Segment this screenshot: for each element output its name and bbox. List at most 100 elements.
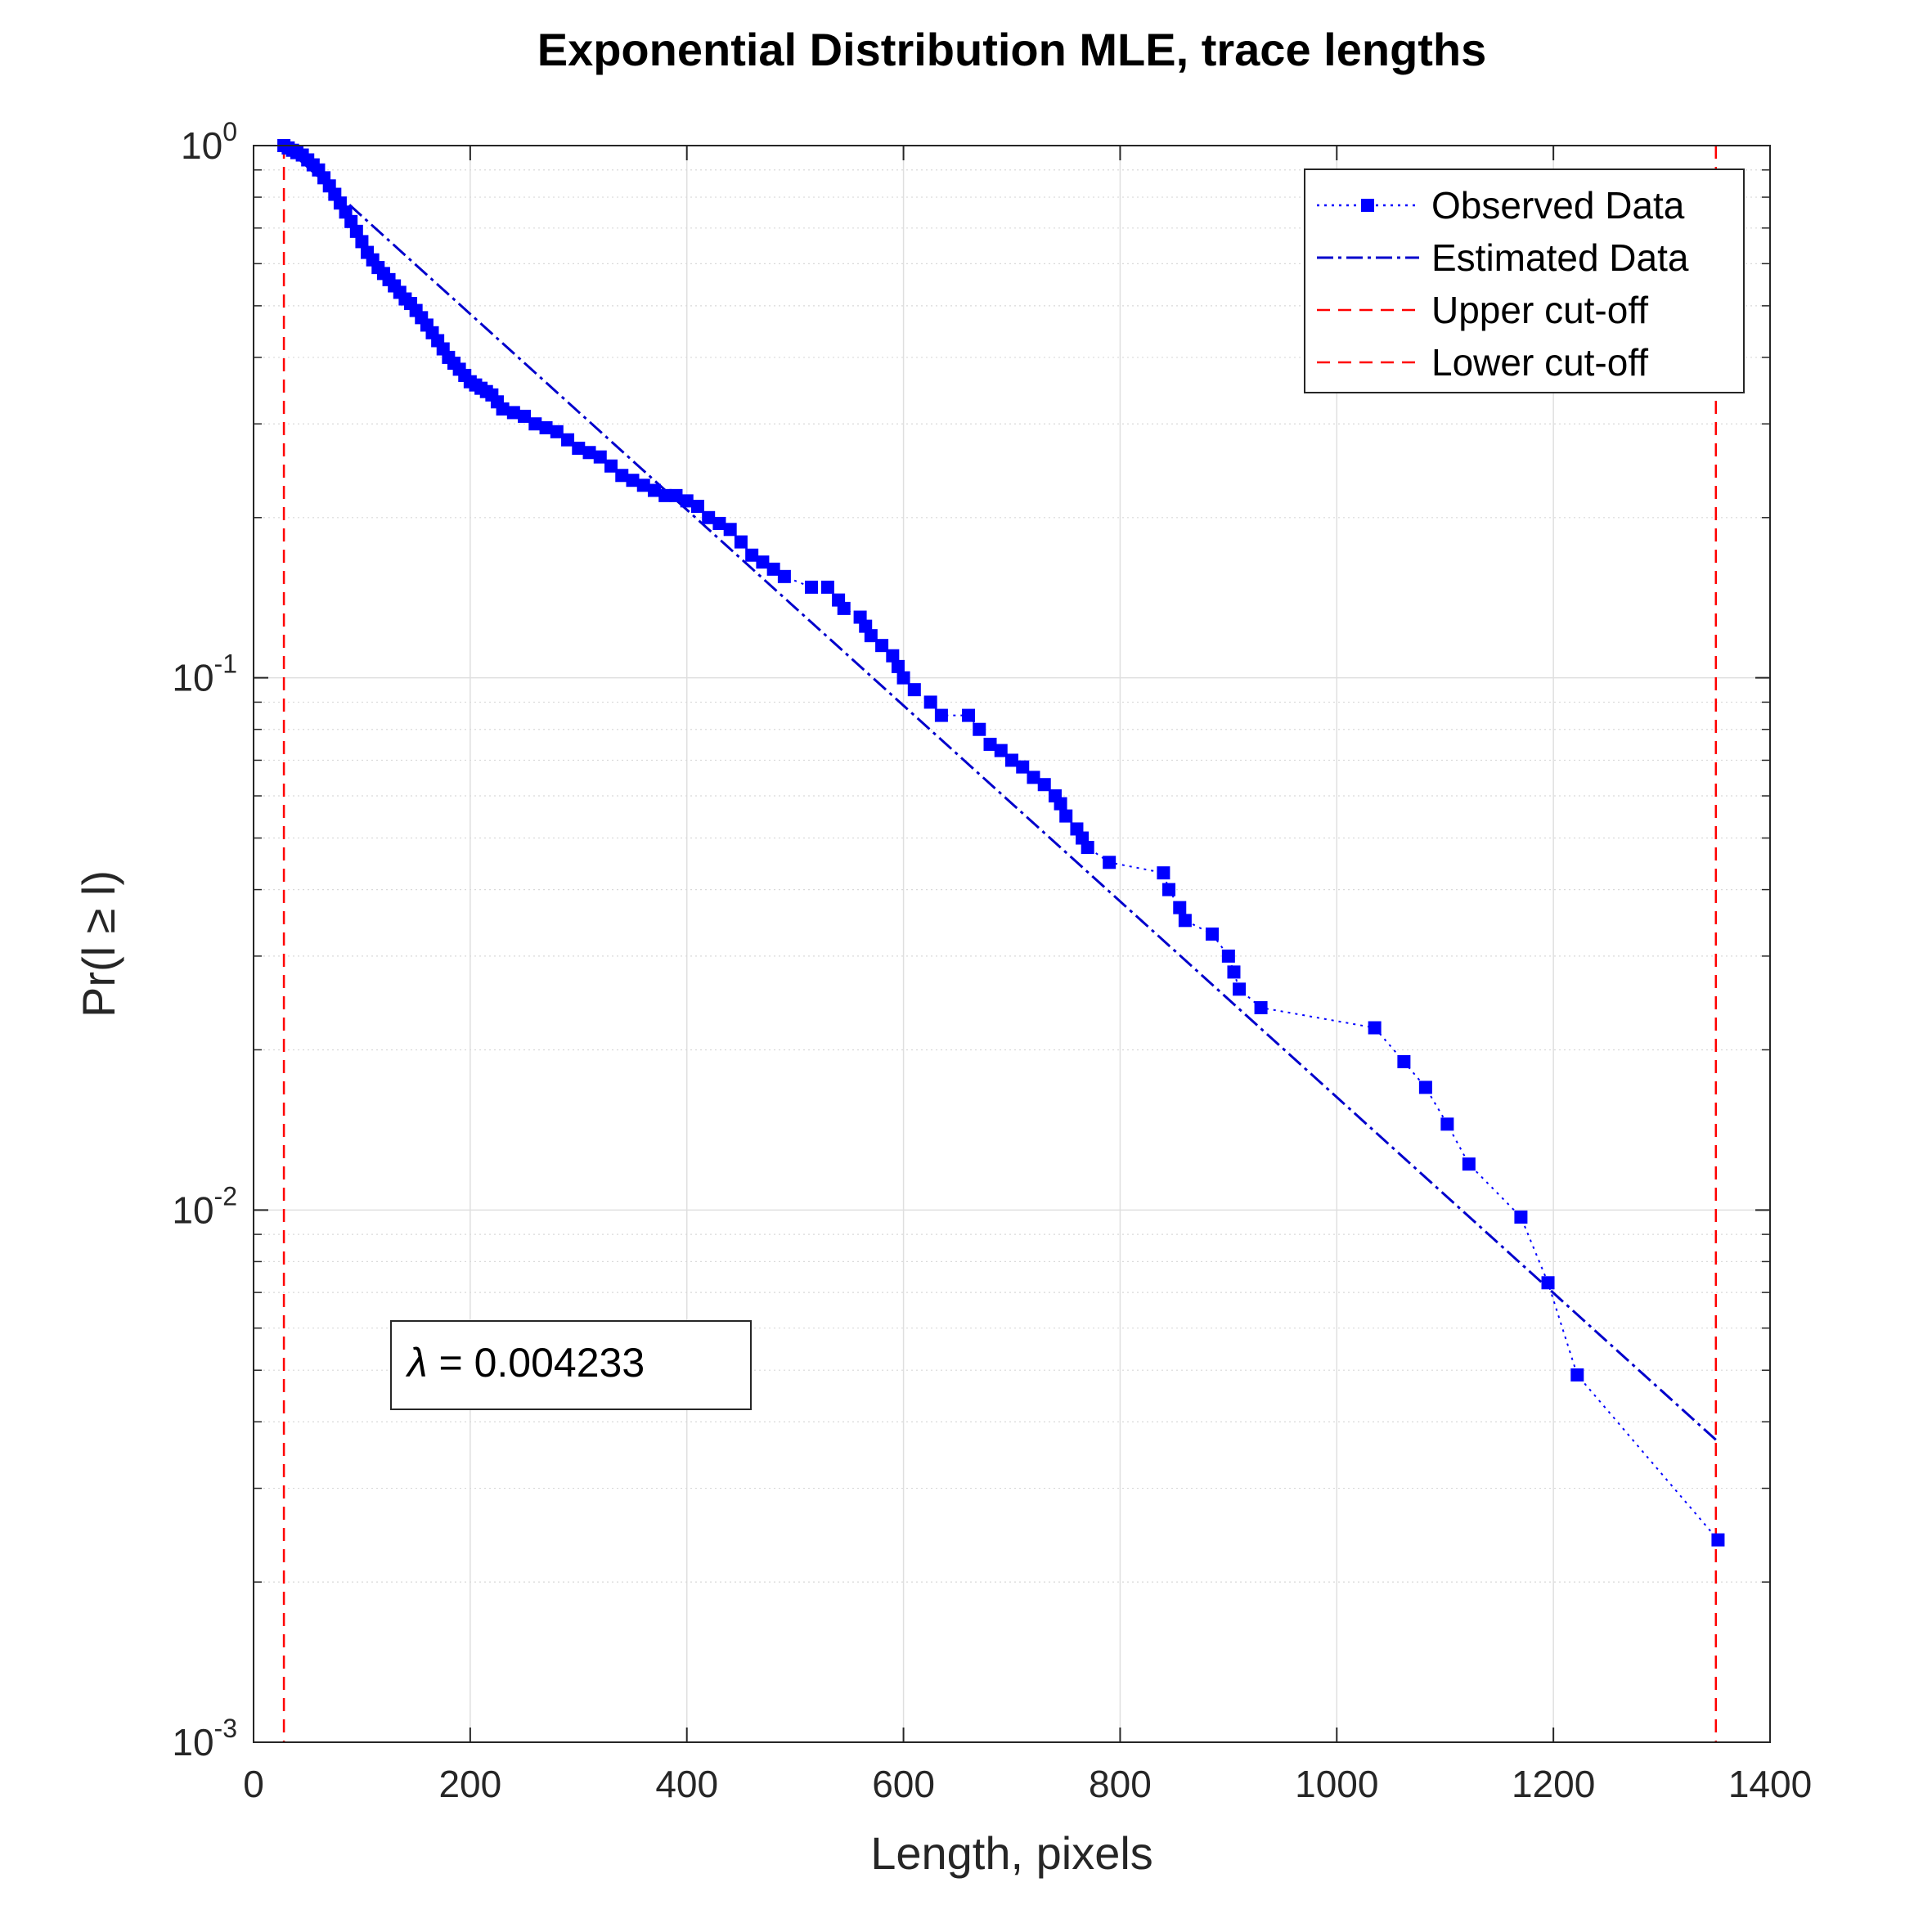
x-axis-label: Length, pixels xyxy=(870,1827,1153,1879)
y-tick-label: 10-2 xyxy=(172,1181,237,1231)
observed-data-point xyxy=(1059,809,1073,823)
legend-label-observed: Observed Data xyxy=(1431,184,1685,227)
observed-data-point xyxy=(1233,982,1247,996)
observed-data-point xyxy=(561,433,575,447)
observed-data-point xyxy=(1005,753,1018,767)
observed-data-point xyxy=(864,629,878,643)
observed-data-point xyxy=(934,708,948,722)
legend-label-upper: Upper cut-off xyxy=(1431,289,1648,331)
observed-data-point xyxy=(973,722,986,736)
legend-marker-observed xyxy=(1361,199,1374,212)
observed-data-point xyxy=(896,671,910,685)
observed-data-point xyxy=(1397,1054,1411,1068)
observed-data-point xyxy=(923,695,937,709)
observed-data-point xyxy=(766,562,780,576)
observed-data-point xyxy=(777,569,791,583)
observed-data-point xyxy=(539,420,553,434)
legend-label-estimated: Estimated Data xyxy=(1431,236,1689,279)
observed-data-point xyxy=(994,744,1008,757)
x-tick-label: 1400 xyxy=(1728,1763,1812,1805)
observed-data-point xyxy=(604,459,618,473)
lambda-annotation: λ = 0.004233 xyxy=(390,1320,752,1410)
x-tick-label: 200 xyxy=(438,1763,501,1805)
lambda-value: = 0.004233 xyxy=(428,1340,645,1386)
observed-data-point xyxy=(1205,927,1219,941)
observed-data-point xyxy=(723,523,737,537)
observed-data-point xyxy=(615,469,629,483)
annotation-text: λ = 0.004233 xyxy=(405,1340,645,1386)
x-tick-label: 800 xyxy=(1089,1763,1152,1805)
observed-data-point xyxy=(1227,965,1241,979)
observed-data-point xyxy=(820,580,834,594)
x-tick-label: 0 xyxy=(243,1763,264,1805)
observed-data-point xyxy=(1711,1533,1725,1547)
chart-title: Exponential Distribution MLE, trace leng… xyxy=(537,24,1487,75)
y-axis-label: Pr(l ≥ l) xyxy=(73,870,124,1018)
observed-data-point xyxy=(1368,1021,1382,1035)
observed-data-point xyxy=(626,474,640,487)
observed-data-point xyxy=(355,235,369,249)
x-tick-label: 1200 xyxy=(1512,1763,1595,1805)
observed-data-point xyxy=(528,417,542,431)
observed-data-point xyxy=(837,601,851,615)
observed-data-point xyxy=(1178,914,1192,928)
observed-data-point xyxy=(891,659,905,673)
grid xyxy=(254,146,1770,1742)
observed-data-point xyxy=(1162,883,1176,896)
y-tick-label: 10-1 xyxy=(172,649,237,699)
observed-data-point xyxy=(636,479,650,492)
legend-box xyxy=(1304,168,1745,393)
observed-data-point xyxy=(593,450,607,464)
observed-data-point xyxy=(734,535,748,549)
observed-data-point xyxy=(344,214,358,228)
observed-data-point xyxy=(712,516,726,530)
observed-data-point xyxy=(1418,1081,1432,1094)
observed-data-point xyxy=(1016,760,1030,774)
observed-data-point xyxy=(907,683,921,697)
observed-data-point xyxy=(1462,1157,1476,1171)
observed-data-point xyxy=(886,649,900,663)
observed-data-point xyxy=(1254,1000,1268,1014)
y-tick-label: 10-3 xyxy=(172,1714,237,1764)
observed-data-point xyxy=(1027,771,1040,784)
observed-data-point xyxy=(1541,1276,1555,1290)
x-tick-label: 400 xyxy=(655,1763,718,1805)
observed-data-point xyxy=(496,402,510,416)
observed-data-point xyxy=(550,425,564,438)
observed-data-point xyxy=(1054,797,1067,811)
observed-data-point xyxy=(756,555,770,569)
observed-data-point xyxy=(1440,1117,1454,1131)
observed-data-point xyxy=(506,406,520,420)
annotation-box xyxy=(390,1320,752,1410)
estimated-data-line xyxy=(283,144,1717,1441)
observed-data-point xyxy=(349,224,363,238)
y-tick-label: 100 xyxy=(181,117,237,167)
series xyxy=(277,139,1725,1547)
lambda-symbol: λ xyxy=(405,1340,428,1386)
observed-data-point xyxy=(983,737,997,751)
cutoff-lines xyxy=(282,146,1718,1742)
observed-data-point xyxy=(1037,778,1051,792)
observed-data-point xyxy=(702,510,716,524)
observed-data-point xyxy=(875,639,889,653)
legend-label-lower: Lower cut-off xyxy=(1431,341,1648,384)
observed-data-point xyxy=(680,494,694,508)
x-tick-label: 600 xyxy=(872,1763,935,1805)
observed-data-point xyxy=(805,580,819,594)
plot-frame xyxy=(253,145,1771,1743)
x-tick-label: 1000 xyxy=(1295,1763,1378,1805)
observed-data-point xyxy=(647,483,661,497)
observed-data-point xyxy=(658,488,672,502)
observed-data-point xyxy=(745,548,759,562)
observed-data-point xyxy=(690,500,704,514)
observed-data-point xyxy=(572,441,586,455)
observed-data-point xyxy=(582,446,596,460)
observed-data-point xyxy=(1221,949,1235,963)
ticks: 0 200 400 600 800 1000 1200 1400 100 10-1 10-2 10-3 xyxy=(172,117,1812,1805)
observed-data-point xyxy=(518,409,532,423)
legend: Observed Data Estimated Data Upper cut-o… xyxy=(1304,168,1745,393)
observed-data-point xyxy=(962,708,976,722)
observed-data-point xyxy=(1103,856,1117,869)
observed-data-point xyxy=(1570,1368,1584,1382)
